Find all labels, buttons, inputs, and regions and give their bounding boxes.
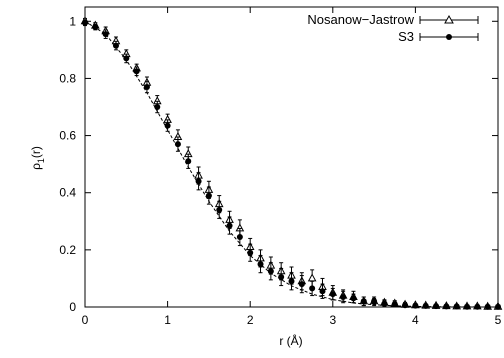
legend: Nosanow−Jastrow S3 [307,12,479,44]
y-tick-label: 0.4 [59,186,76,200]
dashed-curve-layer [84,20,499,308]
series-layer [80,16,503,310]
y-axis-label-main: ρ [29,163,43,170]
data-point-circle [92,24,99,30]
y-axis-label-tail: (r) [29,146,43,158]
data-point-circle [278,274,285,280]
data-point-circle [236,234,243,240]
x-tick-label: 2 [247,313,254,327]
data-point-circle [123,55,130,62]
legend-label-s3: S3 [398,29,414,44]
y-tick-label: 0 [69,300,76,314]
data-point-circle [412,302,419,309]
data-point-circle [464,303,471,310]
data-point-circle [422,302,429,309]
data-point-circle [319,288,326,295]
y-tick-label: 0.6 [59,129,76,143]
x-tick-label: 0 [82,313,89,327]
y-axis-label: ρ1(r) [29,146,46,170]
y-tick-label: 0.8 [59,71,76,85]
data-point-circle [391,301,398,308]
data-point-circle [143,84,150,90]
series-line-dashed [84,20,499,308]
data-point-circle [185,158,192,165]
data-point-circle [402,302,409,309]
data-point-triangle [307,273,317,282]
data-point-circle [133,68,140,75]
data-point-circle [350,295,357,302]
data-point-circle [360,298,367,305]
legend-marker-triangle [444,14,454,24]
series-s3 [82,19,501,310]
data-point-circle [474,303,481,310]
data-point-circle [433,303,440,310]
data-point-circle [82,19,88,26]
x-axis-label: r (Å) [279,333,302,348]
data-point-circle [154,104,161,110]
x-tick-label: 3 [329,313,336,327]
data-point-circle [298,281,305,288]
data-point-circle [329,291,336,298]
data-point-circle [247,249,254,256]
data-point-circle [495,303,501,310]
data-point-circle [102,31,109,38]
data-point-circle [216,206,223,213]
y-tick-label: 0.2 [59,243,76,257]
data-point-circle [453,303,460,310]
data-point-circle [381,300,388,307]
series-nosanow-jastrow [80,16,503,310]
x-tick-label: 5 [495,313,502,327]
data-point-circle [371,298,378,305]
y-tick-label: 1 [69,14,76,28]
legend-label-nosanow-jastrow: Nosanow−Jastrow [307,12,414,27]
data-point-circle [112,42,119,49]
data-point-circle [288,278,295,285]
y-axis-label-subscript: 1 [36,158,46,163]
legend-marker-circle [446,34,452,40]
x-tick-label: 4 [412,313,419,327]
x-tick-label: 1 [164,313,171,327]
data-point-circle [309,285,316,292]
data-point-circle [484,303,491,310]
data-point-circle [267,268,274,275]
data-point-circle [174,141,181,148]
data-point-circle [164,122,171,129]
data-point-circle [195,178,202,185]
data-point-circle [443,303,450,310]
data-point-circle [340,294,347,300]
data-point-circle [205,192,212,199]
data-point-circle [226,222,233,229]
plot-frame [84,6,499,308]
data-point-circle [257,261,264,268]
